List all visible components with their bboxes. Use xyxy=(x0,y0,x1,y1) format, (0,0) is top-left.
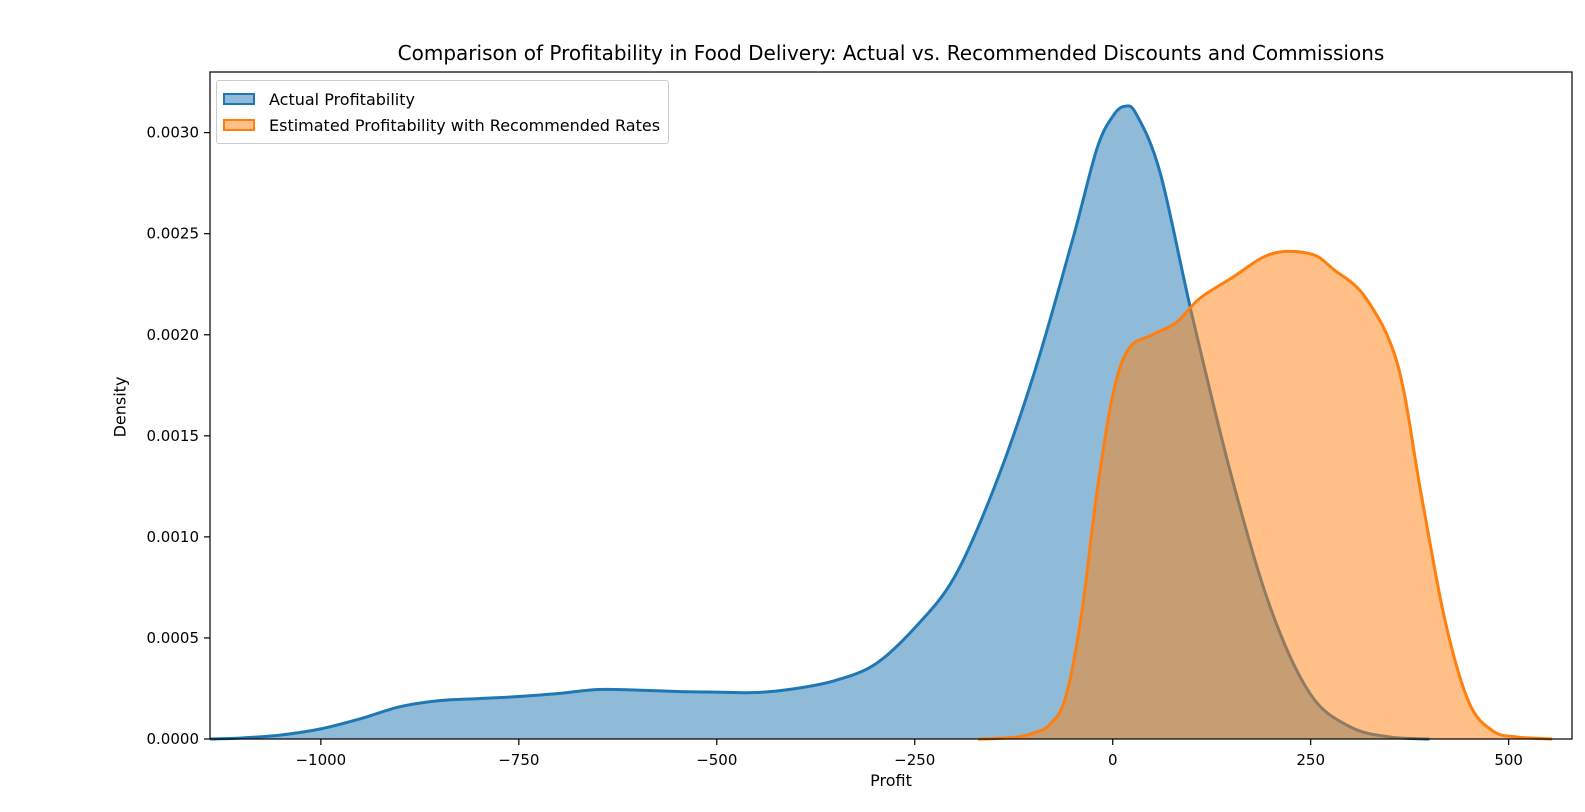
x-tick-label: 250 xyxy=(1296,751,1325,769)
y-axis: 0.0000 0.0005 0.0010 0.0015 0.0020 0.0025 0.00… xyxy=(147,124,210,748)
legend-item-actual: Actual Profitability xyxy=(223,86,660,112)
legend: Actual Profitability Estimated Profitabi… xyxy=(216,80,670,144)
plot-frame xyxy=(209,71,1573,740)
legend-swatch-actual xyxy=(223,93,255,105)
y-tick-label: 0.0025 xyxy=(147,225,200,243)
x-tick-label: 500 xyxy=(1494,751,1523,769)
y-tick-label: 0.0010 xyxy=(147,528,200,546)
series-line-estimated xyxy=(978,249,1553,741)
x-tick-label: −250 xyxy=(894,751,935,769)
x-axis: −1000 −750 −500 −250 0 250 500 xyxy=(295,739,1523,769)
x-tick-label: −1000 xyxy=(295,751,346,769)
series-area-estimated xyxy=(978,251,1553,739)
x-tick-label: −750 xyxy=(498,751,539,769)
legend-label-estimated: Estimated Profitability with Recommended… xyxy=(269,115,661,135)
legend-item-estimated: Estimated Profitability with Recommended… xyxy=(223,112,660,138)
series-layer xyxy=(209,104,1553,741)
y-tick-label: 0.0005 xyxy=(147,629,200,647)
chart-title: Comparison of Profitability in Food Deli… xyxy=(397,41,1385,65)
y-tick-label: 0.0030 xyxy=(147,124,200,142)
y-tick-label: 0.0020 xyxy=(147,326,200,344)
y-tick-label: 0.0000 xyxy=(147,730,200,748)
legend-label-actual: Actual Profitability xyxy=(269,89,415,109)
x-tick-label: 0 xyxy=(1108,751,1118,769)
legend-swatch-estimated xyxy=(223,119,255,131)
y-tick-label: 0.0015 xyxy=(147,427,200,445)
x-tick-label: −500 xyxy=(696,751,737,769)
x-axis-label: Profit xyxy=(870,771,912,790)
y-axis-label: Density xyxy=(110,376,130,438)
